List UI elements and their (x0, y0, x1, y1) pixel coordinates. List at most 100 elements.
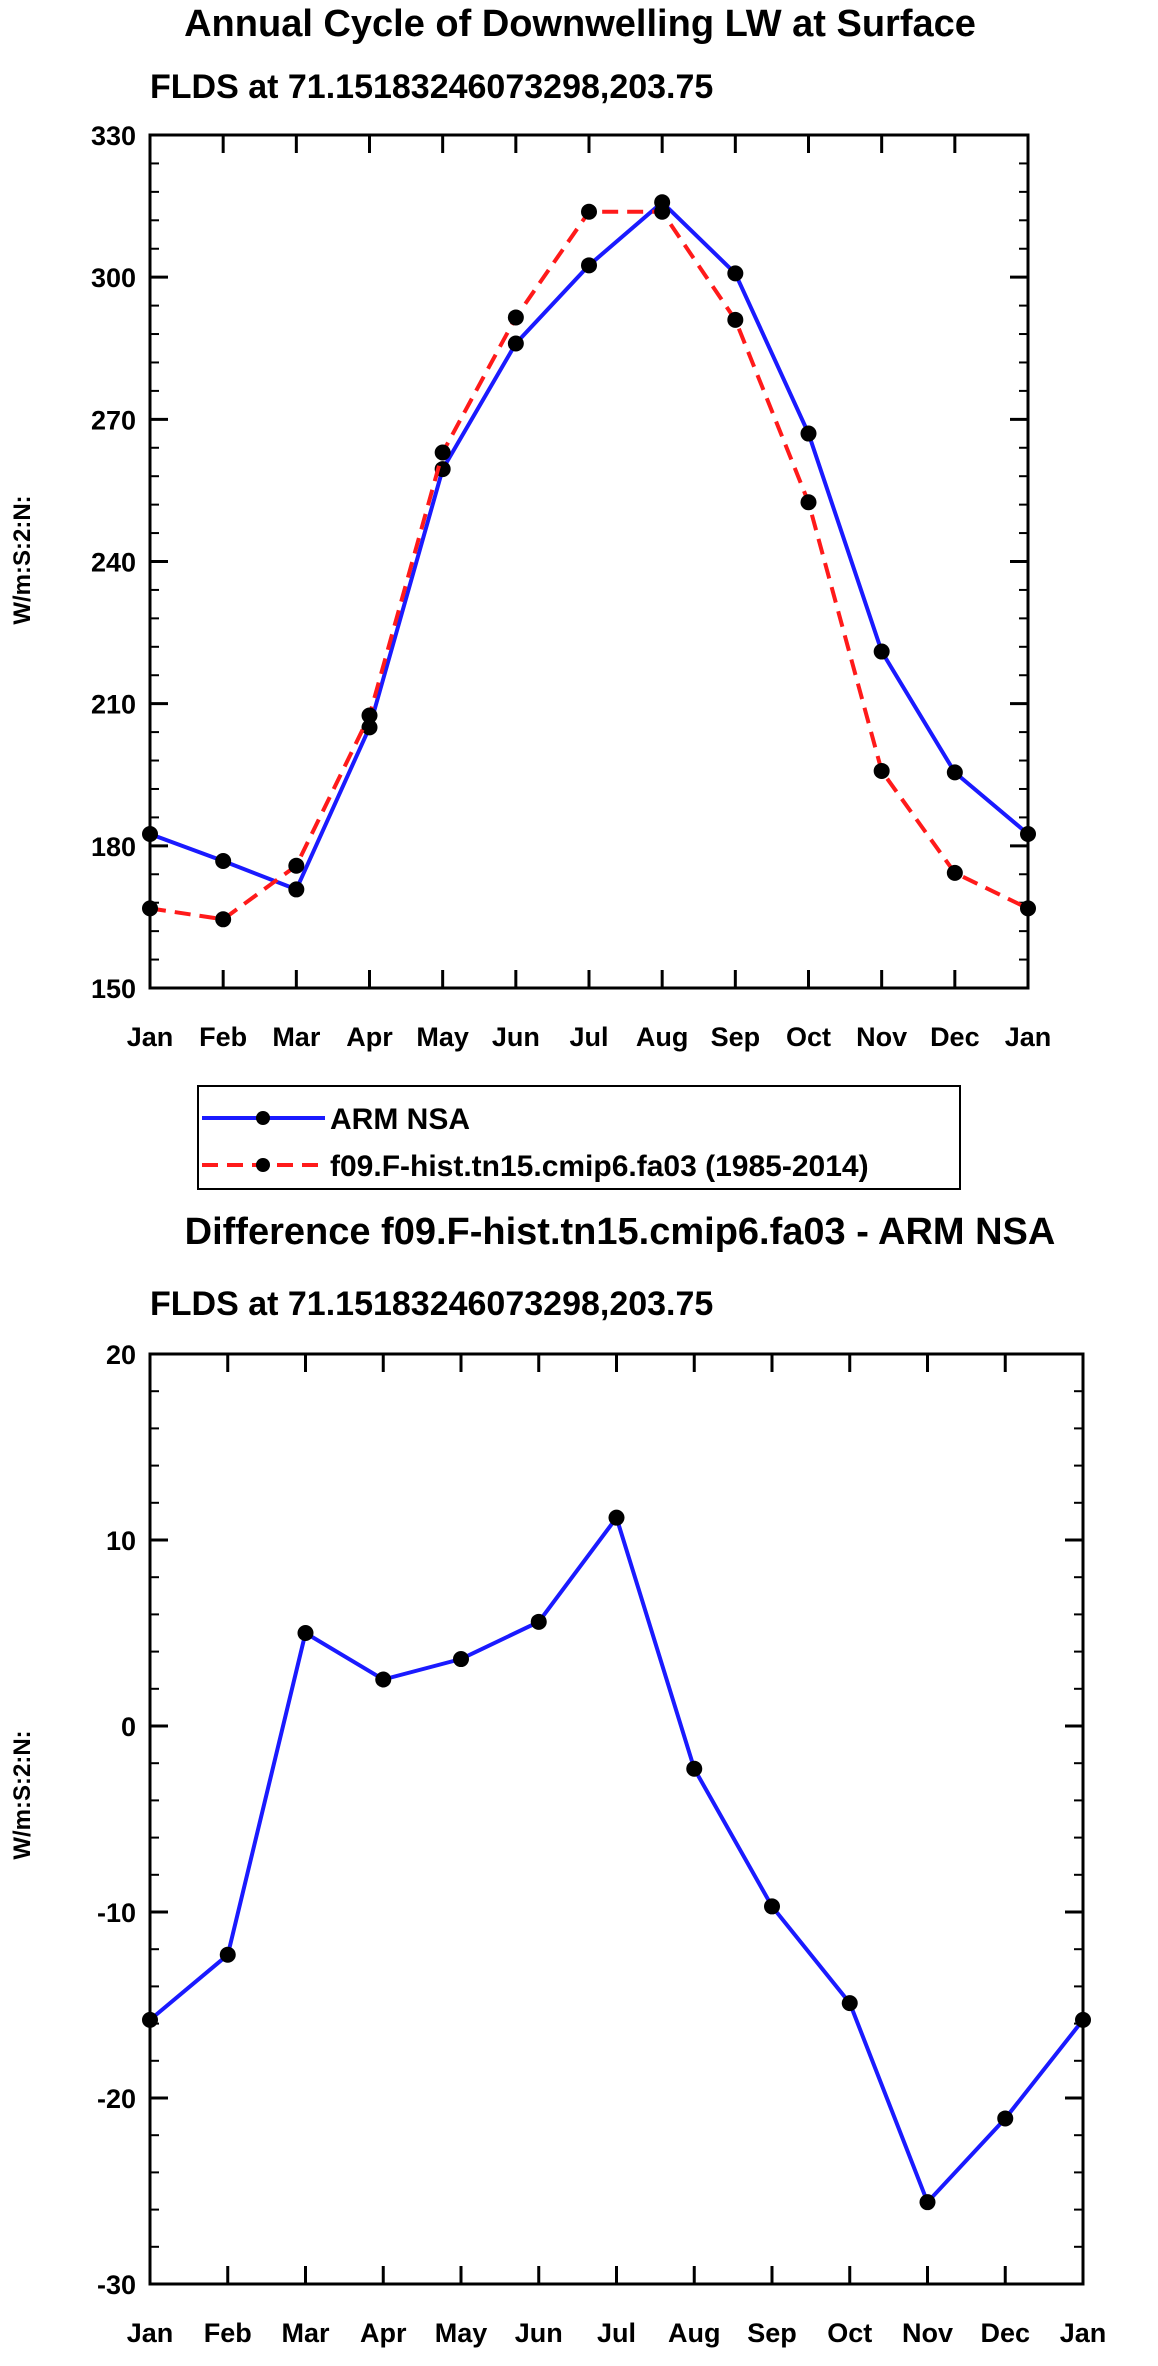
x-tick-label-aug: Aug (668, 2318, 720, 2348)
data-point-difference-sep (764, 1898, 780, 1915)
data-point-arm-nsa-jan (142, 825, 158, 842)
data-point-f09-f-hist-tn15-cmip6-fa03-1985-2014-feb (215, 911, 232, 928)
chart-title: Difference f09.F-hist.tn15.cmip6.fa03 - … (185, 1211, 1056, 1253)
y-tick-label: -30 (97, 2270, 136, 2300)
y-tick-labels: -30 -20 -10 0 10 20 (97, 1340, 136, 2300)
x-tick-label-mar: Mar (281, 2318, 330, 2348)
data-point-f09-f-hist-tn15-cmip6-fa03-1985-2014-jan (1020, 900, 1036, 917)
chart-title: Annual Cycle of Downwelling LW at Surfac… (184, 3, 976, 45)
data-point-arm-nsa-jan (1020, 825, 1036, 842)
y-tick-label: -10 (97, 1898, 136, 1928)
series-line-f09-f-hist-tn15-cmip6-fa03-1985-2014 (149, 209, 1029, 922)
y-tick-label: 330 (91, 121, 136, 151)
chart-subtitle: FLDS at 71.15183246073298,203.75 (150, 1285, 713, 1323)
series-layer (142, 194, 1036, 928)
x-tick-labels: Jan Feb Mar Apr May Jun Jul Aug Sep Oct Nov Dec Jan (127, 1022, 1052, 1052)
data-point-arm-nsa-jun (507, 335, 524, 352)
data-point-arm-nsa-feb (215, 852, 232, 869)
x-tick-label-oct: Oct (827, 2318, 872, 2348)
x-tick-label-oct: Oct (786, 1022, 831, 1052)
x-tick-label-jul: Jul (597, 2318, 636, 2348)
y-tick-label: 0 (121, 1712, 136, 1742)
y-tick-label: 300 (91, 263, 136, 293)
data-point-difference-may (453, 1651, 469, 1668)
x-tick-labels: Jan Feb Mar Apr May Jun Jul Aug Sep Oct Nov Dec Jan (127, 2318, 1107, 2348)
series-line-arm-nsa (149, 200, 1030, 892)
axis-ticks (148, 133, 1030, 990)
x-tick-label-sep: Sep (711, 1022, 761, 1052)
y-tick-labels: 150 180 210 240 270 300 330 (91, 121, 136, 1004)
legend: ARM NSA f09.F-hist.tn15.cmip6.fa03 (1985… (197, 1085, 961, 1190)
x-tick-label-feb: Feb (199, 1022, 247, 1052)
data-point-f09-f-hist-tn15-cmip6-fa03-1985-2014-mar (288, 857, 305, 874)
x-tick-label-jun: Jun (515, 2318, 563, 2348)
x-tick-label-aug: Aug (636, 1022, 688, 1052)
data-point-arm-nsa-apr (361, 719, 378, 736)
x-tick-label-jun: Jun (492, 1022, 540, 1052)
legend-marker-arm-nsa (256, 1111, 270, 1125)
legend-entry-arm-nsa: ARM NSA (330, 1103, 470, 1136)
y-tick-label: 150 (91, 974, 136, 1004)
y-axis-label: W/m:S:2:N: (9, 1730, 36, 1859)
y-tick-label: 240 (91, 548, 136, 578)
plot-frame (148, 1352, 1085, 2286)
data-point-difference-feb (219, 1946, 236, 1963)
data-point-f09-f-hist-tn15-cmip6-fa03-1985-2014-oct (800, 494, 817, 511)
data-point-f09-f-hist-tn15-cmip6-fa03-1985-2014-sep (727, 311, 744, 328)
data-point-arm-nsa-mar (288, 881, 305, 898)
x-tick-label-jan: Jan (1005, 1022, 1052, 1052)
x-tick-label-feb: Feb (204, 2318, 252, 2348)
x-tick-label-jan: Jan (127, 2318, 174, 2348)
series-line-difference (148, 1515, 1085, 2205)
x-tick-label-dec: Dec (930, 1022, 980, 1052)
data-point-f09-f-hist-tn15-cmip6-fa03-1985-2014-jun (507, 309, 524, 326)
x-tick-label-dec: Dec (980, 2318, 1030, 2348)
legend-entry-model: f09.F-hist.tn15.cmip6.fa03 (1985-2014) (330, 1150, 869, 1183)
data-point-arm-nsa-nov (873, 643, 890, 660)
y-tick-label: 10 (106, 1526, 136, 1556)
annual-cycle-chart: Annual Cycle of Downwelling LW at Surfac… (9, 3, 1052, 1190)
x-tick-label-apr: Apr (360, 2318, 407, 2348)
data-point-difference-aug (686, 1760, 703, 1777)
x-tick-label-may: May (435, 2318, 488, 2348)
legend-marker-model (256, 1158, 270, 1172)
data-point-difference-jan (142, 2011, 158, 2028)
data-point-f09-f-hist-tn15-cmip6-fa03-1985-2014-jan (142, 900, 158, 917)
data-point-f09-f-hist-tn15-cmip6-fa03-1985-2014-dec (946, 864, 963, 881)
data-point-arm-nsa-dec (946, 764, 963, 781)
data-point-f09-f-hist-tn15-cmip6-fa03-1985-2014-may (434, 444, 451, 461)
data-point-difference-mar (297, 1625, 314, 1641)
series-layer (142, 1509, 1091, 2211)
data-point-difference-nov (919, 2194, 936, 2211)
data-point-difference-dec (997, 2110, 1014, 2127)
x-tick-label-mar: Mar (272, 1022, 321, 1052)
data-point-arm-nsa-jul (581, 257, 597, 274)
chart-subtitle: FLDS at 71.15183246073298,203.75 (150, 68, 713, 106)
difference-chart: Difference f09.F-hist.tn15.cmip6.fa03 - … (9, 1211, 1106, 2348)
y-axis-label: W/m:S:2:N: (9, 495, 36, 624)
x-tick-label-jul: Jul (569, 1022, 608, 1052)
data-point-difference-apr (375, 1671, 392, 1688)
data-point-difference-jan (1075, 2011, 1091, 2028)
x-tick-label-nov: Nov (902, 2318, 953, 2348)
data-point-difference-jul (608, 1509, 625, 1526)
legend-box (197, 1085, 961, 1190)
y-tick-label: 210 (91, 690, 136, 720)
data-point-f09-f-hist-tn15-cmip6-fa03-1985-2014-jul (581, 203, 597, 220)
y-tick-label: 180 (91, 832, 136, 862)
x-tick-label-apr: Apr (346, 1022, 393, 1052)
data-point-f09-f-hist-tn15-cmip6-fa03-1985-2014-nov (873, 762, 890, 779)
data-point-f09-f-hist-tn15-cmip6-fa03-1985-2014-apr (361, 707, 378, 724)
data-point-difference-oct (841, 1995, 858, 2012)
x-tick-label-may: May (416, 1022, 469, 1052)
data-point-difference-jun (530, 1613, 547, 1630)
x-tick-label-sep: Sep (747, 2318, 797, 2348)
x-tick-label-nov: Nov (856, 1022, 907, 1052)
x-tick-label-jan: Jan (1060, 2318, 1107, 2348)
data-point-f09-f-hist-tn15-cmip6-fa03-1985-2014-aug (654, 203, 671, 220)
x-tick-label-jan: Jan (127, 1022, 174, 1052)
axis-ticks (148, 1352, 1085, 2286)
data-point-arm-nsa-sep (727, 265, 744, 282)
y-tick-label: 270 (91, 405, 136, 435)
